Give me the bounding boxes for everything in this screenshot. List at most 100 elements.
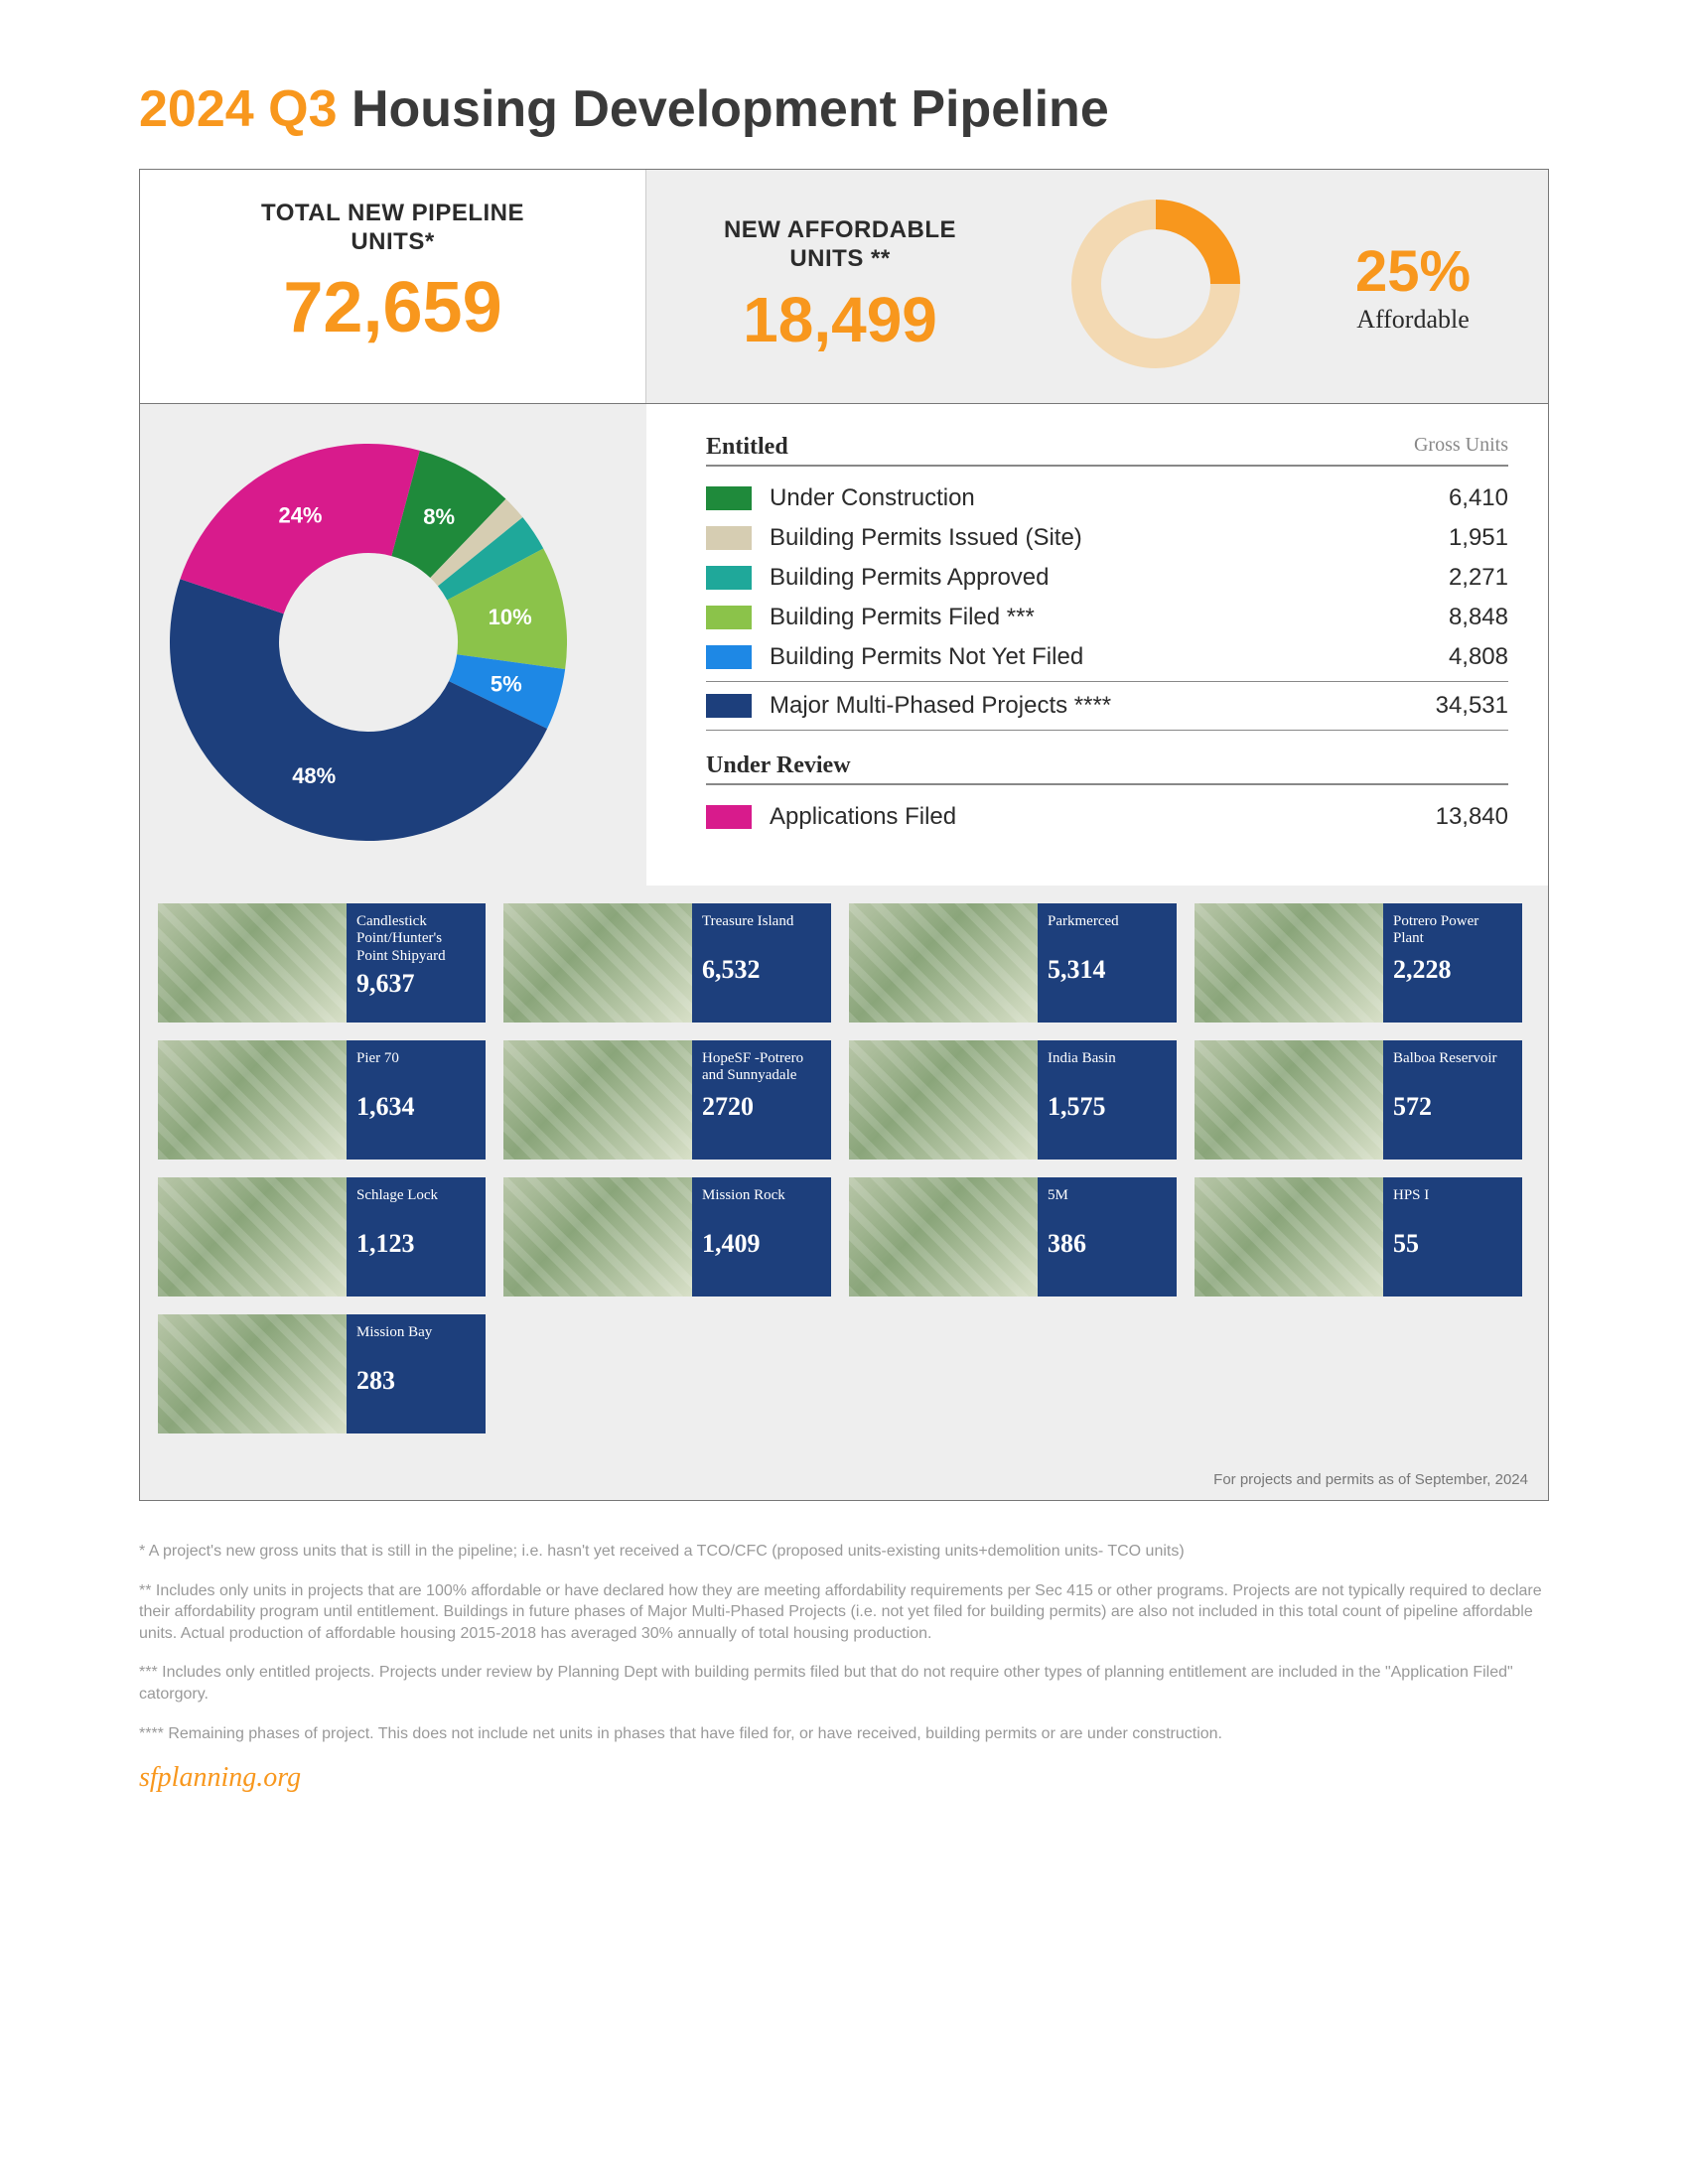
project-name: Pier 70 <box>356 1050 476 1088</box>
aff-value: 18,499 <box>724 283 956 356</box>
project-image <box>503 1040 692 1160</box>
aff-pct: 25% <box>1355 238 1471 305</box>
project-image <box>849 1177 1038 1297</box>
project-image <box>503 1177 692 1297</box>
project-info: Candlestick Point/Hunter's Point Shipyar… <box>347 903 486 1023</box>
legend-row: Building Permits Approved2,271 <box>706 558 1508 598</box>
project-card: Treasure Island6,532 <box>503 903 831 1023</box>
project-card: Schlage Lock1,123 <box>158 1177 486 1297</box>
legend-value: 8,848 <box>1389 604 1508 631</box>
affordable-pct-col: 25% Affordable <box>1355 238 1471 335</box>
project-image <box>158 1040 347 1160</box>
project-image <box>849 1040 1038 1160</box>
mid-row: 8%10%5%48%24% Entitled Gross Units Under… <box>140 404 1548 886</box>
site-link[interactable]: sfplanning.org <box>139 1762 1549 1794</box>
legend-label: Building Permits Not Yet Filed <box>770 643 1389 671</box>
project-name: HopeSF -Potrero and Sunnyadale <box>702 1050 821 1088</box>
swatch-icon <box>706 606 752 629</box>
affordable-ring-col <box>1071 200 1240 373</box>
legend-value: 13,840 <box>1389 803 1508 831</box>
legend-label: Applications Filed <box>770 803 1389 831</box>
under-review-header: Under Review <box>706 752 1508 785</box>
legend-row: Building Permits Not Yet Filed4,808 <box>706 637 1508 677</box>
svg-text:48%: 48% <box>292 763 336 788</box>
project-value: 1,409 <box>702 1229 821 1259</box>
project-card: Mission Rock 1,409 <box>503 1177 831 1297</box>
project-card: Potrero Power Plant 2,228 <box>1195 903 1522 1023</box>
project-name: Mission Bay <box>356 1324 476 1362</box>
project-value: 1,575 <box>1048 1092 1167 1122</box>
swatch-icon <box>706 694 752 718</box>
svg-text:10%: 10% <box>489 605 532 629</box>
project-card: Mission Bay 283 <box>158 1314 486 1433</box>
project-name: 5M <box>1048 1187 1167 1225</box>
project-name: Mission Rock <box>702 1187 821 1225</box>
project-value: 2,228 <box>1393 955 1512 985</box>
donut-col: 8%10%5%48%24% <box>140 404 646 886</box>
title-accent: 2024 Q3 <box>139 80 338 138</box>
affordable-ring-icon <box>1071 200 1240 368</box>
aff-sub: Affordable <box>1355 305 1471 335</box>
units-header-label: Gross Units <box>1414 434 1508 461</box>
project-value: 1,634 <box>356 1092 476 1122</box>
legend-label: Building Permits Issued (Site) <box>770 524 1389 552</box>
project-image <box>503 903 692 1023</box>
footnote: *** Includes only entitled projects. Pro… <box>139 1662 1549 1705</box>
project-value: 2720 <box>702 1092 821 1122</box>
project-info: Treasure Island6,532 <box>692 903 831 1023</box>
footnote: * A project's new gross units that is st… <box>139 1541 1549 1563</box>
project-image <box>158 1177 347 1297</box>
ur-header-label: Under Review <box>706 752 851 779</box>
total-label-1: TOTAL NEW PIPELINE <box>160 200 626 228</box>
legend-label: Building Permits Filed *** <box>770 604 1389 631</box>
project-info: Parkmerced 5,314 <box>1038 903 1177 1023</box>
legend-label: Under Construction <box>770 484 1389 512</box>
project-value: 5,314 <box>1048 955 1167 985</box>
project-info: 5M386 <box>1038 1177 1177 1297</box>
swatch-icon <box>706 805 752 829</box>
svg-text:5%: 5% <box>491 671 522 696</box>
swatch-icon <box>706 566 752 590</box>
project-card: 5M386 <box>849 1177 1177 1297</box>
legend-row: Building Permits Issued (Site)1,951 <box>706 518 1508 558</box>
legend-value: 1,951 <box>1389 524 1508 552</box>
project-info: Mission Bay 283 <box>347 1314 486 1433</box>
project-card: Pier 70 1,634 <box>158 1040 486 1160</box>
total-value: 72,659 <box>160 267 626 348</box>
total-units-box: TOTAL NEW PIPELINE UNITS* 72,659 <box>140 170 646 403</box>
page-title: 2024 Q3 Housing Development Pipeline <box>139 79 1549 139</box>
project-info: HPS I 55 <box>1383 1177 1522 1297</box>
project-name: Schlage Lock <box>356 1187 476 1225</box>
project-name: Treasure Island <box>702 913 821 951</box>
project-info: HopeSF -Potrero and Sunnyadale 2720 <box>692 1040 831 1160</box>
footnote: ** Includes only units in projects that … <box>139 1580 1549 1645</box>
project-card: HPS I 55 <box>1195 1177 1522 1297</box>
footnote: **** Remaining phases of project. This d… <box>139 1723 1549 1745</box>
project-image <box>1195 1177 1383 1297</box>
project-info: Schlage Lock1,123 <box>347 1177 486 1297</box>
swatch-icon <box>706 645 752 669</box>
project-info: Potrero Power Plant 2,228 <box>1383 903 1522 1023</box>
project-card: India Basin 1,575 <box>849 1040 1177 1160</box>
project-info: Pier 70 1,634 <box>347 1040 486 1160</box>
project-value: 283 <box>356 1366 476 1396</box>
ur-row: Applications Filed13,840 <box>706 797 1508 837</box>
project-name: HPS I <box>1393 1187 1512 1225</box>
legend-label: Major Multi-Phased Projects **** <box>770 692 1389 720</box>
legend-label: Building Permits Approved <box>770 564 1389 592</box>
swatch-icon <box>706 526 752 550</box>
project-name: Potrero Power Plant <box>1393 913 1512 951</box>
main-panel: TOTAL NEW PIPELINE UNITS* 72,659 NEW AFF… <box>139 169 1549 1501</box>
project-name: India Basin <box>1048 1050 1167 1088</box>
svg-text:8%: 8% <box>423 504 455 529</box>
entitled-header: Entitled Gross Units <box>706 434 1508 467</box>
project-name: Parkmerced <box>1048 913 1167 951</box>
footnotes: * A project's new gross units that is st… <box>139 1541 1549 1744</box>
major-row: Major Multi-Phased Projects ****34,531 <box>706 681 1508 731</box>
project-card: HopeSF -Potrero and Sunnyadale 2720 <box>503 1040 831 1160</box>
project-image <box>849 903 1038 1023</box>
project-name: Balboa Reservoir <box>1393 1050 1512 1088</box>
project-value: 55 <box>1393 1229 1512 1259</box>
total-label-2: UNITS* <box>160 228 626 257</box>
legend-row: Under Construction6,410 <box>706 478 1508 518</box>
